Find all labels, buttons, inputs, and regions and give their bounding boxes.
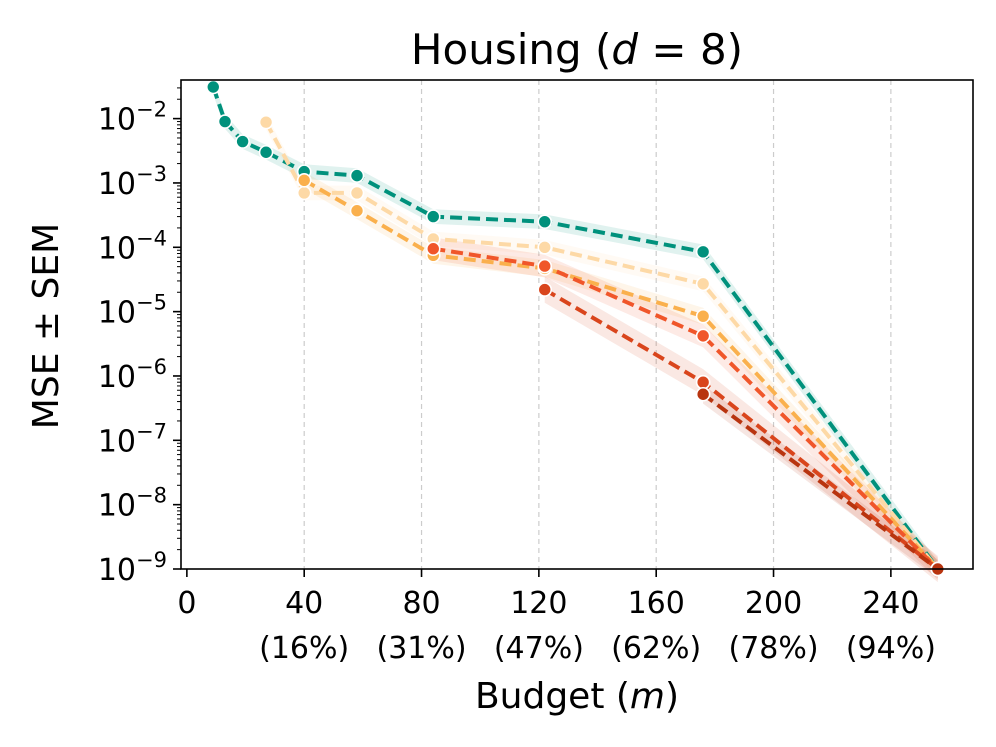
series-red-point [537,282,553,297]
series-red-band [544,276,938,583]
series-red-orange-point [537,258,553,274]
y-tick-label: 10−9 [98,548,167,588]
x-tick-label: 80 [402,586,440,621]
y-tick-label: 10−6 [98,355,167,395]
plot-frame [180,79,974,570]
series-red-orange-point [425,241,441,257]
y-tick-label: 10−3 [98,162,167,202]
series-red-orange-point [695,328,711,344]
series-light-peach-point [296,185,312,201]
x-tick-percent-label: (16%) [259,631,349,666]
y-tick-label: 10−5 [98,291,167,331]
series-light-peach-point [349,185,365,201]
series-red-point [695,374,711,390]
series-red-orange-line [432,246,940,571]
series-orange-point [695,308,711,324]
series-orange-point [349,203,365,219]
x-tick-label: 200 [745,586,802,621]
series-markers [205,79,946,577]
series-orange-band [304,171,938,578]
gridlines [303,80,892,569]
x-tick-label: 160 [628,586,685,621]
series-orange-line [303,178,940,571]
series-teal-point [205,79,221,95]
series-teal-point [425,209,441,224]
series-light-peach-point [258,114,274,130]
series-light-peach-point [695,276,711,292]
y-tick-label: 10−2 [98,98,167,138]
series-red-orange-band [433,237,938,581]
sem-bands [213,79,938,583]
y-tick-label: 10−8 [98,484,167,524]
series-teal-point [695,244,711,260]
series-teal-point [258,144,274,160]
x-axis-label: Budget (m) [475,676,679,717]
axis-ticks: 0 40 (16%) 80 (31%) 120 (47%) 160 (62%) 200 (78%) 2… [98,87,936,666]
x-tick-percent-label: (62%) [611,631,701,666]
x-tick-percent-label: (94%) [846,631,936,666]
y-tick-label: 10−7 [98,419,167,459]
series-dark-red-line [701,392,939,571]
x-tick-label: 40 [285,586,323,621]
y-axis-label: MSE ± SEM [26,223,67,429]
series-dark-red-point [695,386,711,402]
series-teal-point [349,168,365,183]
series-teal-point [235,134,250,149]
series-teal-point [537,214,553,229]
y-tick-label: 10−4 [98,226,167,266]
series-orange-point [296,172,312,188]
chart-title: Housing (d = 8) [411,25,743,74]
x-tick-label: 120 [510,586,567,621]
x-tick-label: 0 [177,586,196,621]
x-tick-percent-label: (31%) [376,631,466,666]
x-tick-percent-label: (47%) [494,631,584,666]
x-tick-label: 240 [862,586,919,621]
series-teal-point [217,114,233,129]
series-teal-band [213,79,938,577]
series-light-peach-point [537,239,553,255]
x-tick-percent-label: (78%) [728,631,818,666]
